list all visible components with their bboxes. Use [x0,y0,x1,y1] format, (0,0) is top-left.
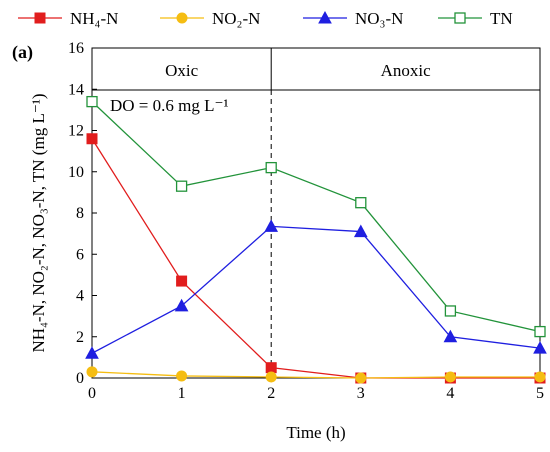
y-tick-label: 4 [76,288,84,305]
data-point [265,161,277,174]
data-point [86,366,98,378]
legend-marker [454,12,466,24]
y-tick-label: 10 [68,164,84,181]
legend-item: TN [438,9,513,28]
y-tick-label: 6 [76,246,84,263]
y-tick-label: 2 [76,329,84,346]
data-point [533,341,547,354]
data-point [85,346,99,359]
data-point [86,95,98,108]
y-axis-title: NH₄-N, NO₂-N, NO₃-N, TN (mg L⁻¹) [29,93,48,352]
x-tick-label: 5 [536,385,544,402]
data-point [174,298,189,312]
y-tick-label: 14 [68,81,84,98]
panel-label: (a) [12,42,33,63]
series-line [91,371,540,379]
data-point [264,219,279,232]
data-point [86,133,98,145]
data-point [176,275,188,287]
series-line [91,225,541,354]
legend-label: NO₃-N [355,9,403,28]
legend-label: NH₄-N [70,9,118,28]
legend-item: NO₂-N [160,9,260,28]
legend-label: NO₂-N [212,9,260,28]
phase-label-anoxic: Anoxic [381,61,432,80]
data-point [175,180,188,192]
series-line [91,138,540,379]
data-point [353,224,368,238]
x-tick-label: 0 [88,385,96,402]
series-0 [86,133,546,384]
series-layer [85,95,547,384]
data-point [443,329,458,343]
legend-marker [318,10,332,24]
series-2 [85,219,547,359]
y-tick-label: 8 [76,205,84,222]
x-axis-title: Time (h) [286,423,345,442]
legend-marker [34,12,46,24]
y-tick-label: 0 [76,370,84,387]
x-tick-label: 3 [357,385,365,402]
y-tick-label: 12 [68,123,84,140]
data-point [265,362,277,374]
y-tick-label: 16 [68,40,84,57]
data-point [534,371,546,383]
legend-item: NH₄-N [18,9,118,28]
legend-item: NO₃-N [303,9,403,28]
legend-marker [176,12,188,24]
series-1 [86,366,546,384]
phase-label-oxic: Oxic [165,61,199,80]
data-point [176,370,188,382]
x-tick-label: 1 [178,385,186,402]
x-tick-label: 4 [446,385,454,402]
data-point [444,371,456,383]
data-point [355,197,367,209]
data-point [265,371,277,383]
data-point [444,305,457,317]
data-point [355,372,367,384]
legend-label: TN [490,9,513,28]
legend: NH₄-N NO₂-N NO₃-N TN [18,9,513,28]
data-point [534,325,546,338]
do-annotation: DO = 0.6 mg L⁻¹ [110,96,229,115]
series-3 [86,95,546,338]
x-tick-label: 2 [267,385,275,402]
series-line [91,101,541,333]
